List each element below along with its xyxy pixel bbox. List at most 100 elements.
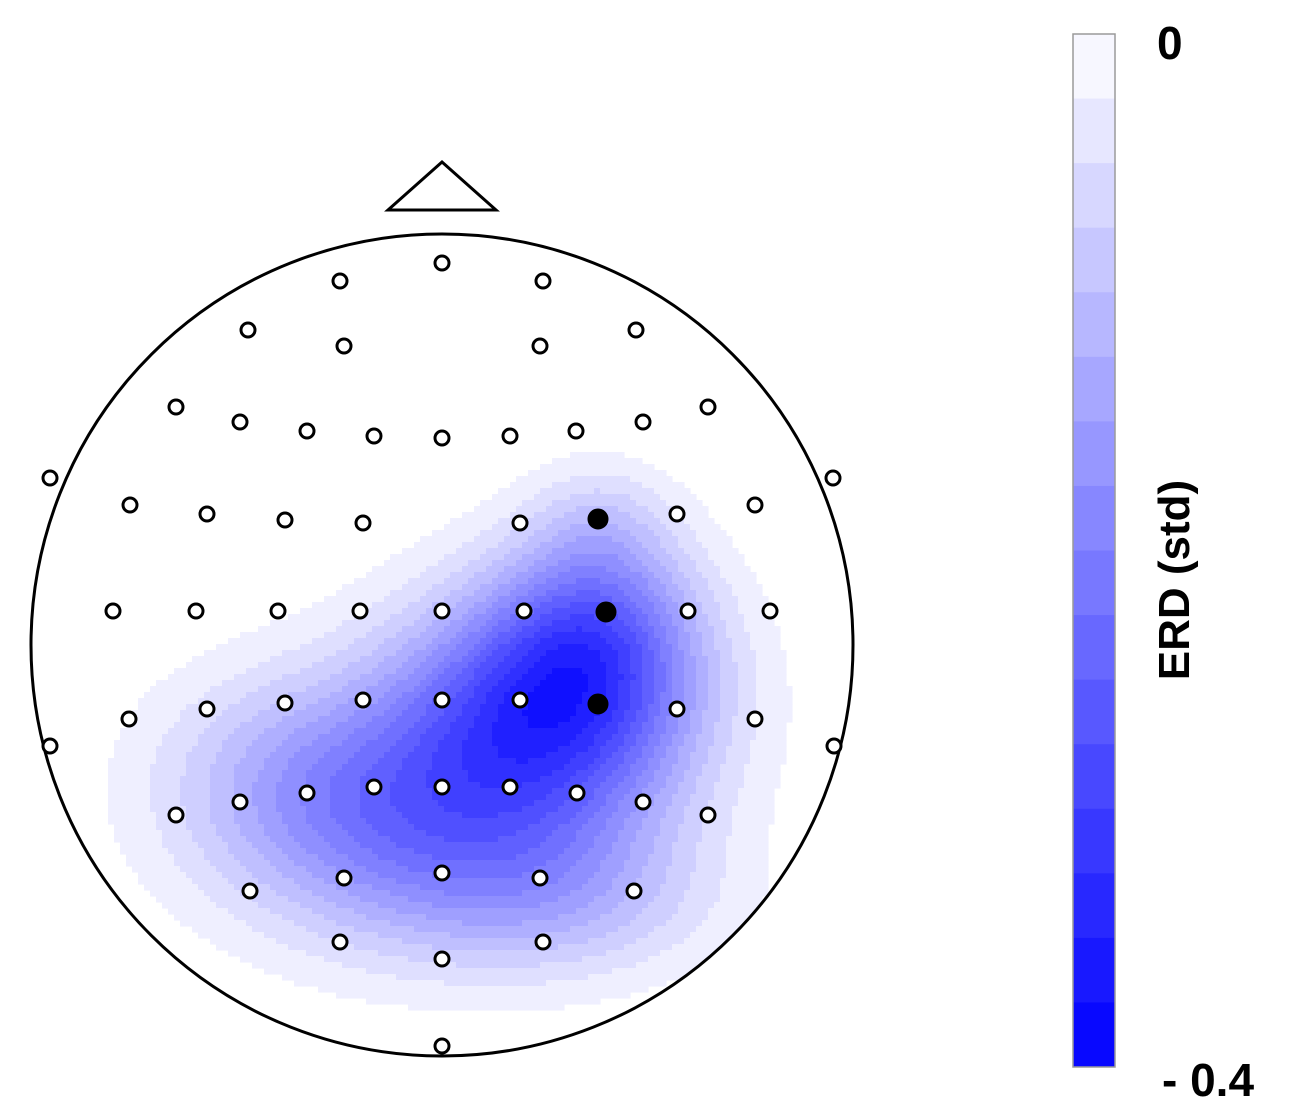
erd-cell [618, 686, 631, 693]
erd-cell [594, 716, 613, 723]
erd-cell [654, 842, 673, 849]
erd-cell [210, 800, 235, 807]
erd-cell [522, 710, 577, 717]
erd-cell [360, 842, 397, 849]
erd-cell [690, 632, 703, 639]
erd-cell [378, 854, 433, 861]
erd-cell [720, 566, 751, 573]
erd-cell [528, 566, 547, 573]
erd-cell [708, 548, 739, 555]
colorbar-segment [1073, 744, 1115, 810]
erd-cell [672, 692, 685, 699]
erd-cell [294, 752, 325, 759]
erd-cell [702, 920, 757, 927]
erd-cell [108, 800, 151, 807]
erd-cell [498, 608, 517, 615]
erd-cell [282, 716, 319, 723]
erd-cell [648, 782, 667, 789]
erd-cell [336, 704, 367, 711]
erd-cell [108, 776, 151, 783]
erd-cell [702, 608, 721, 615]
erd-cell [444, 596, 463, 603]
erd-cell [630, 530, 655, 537]
electrode-marker [433, 950, 451, 968]
erd-cell [450, 620, 469, 627]
erd-cell [600, 860, 625, 867]
erd-cell [444, 626, 463, 633]
erd-cell [726, 848, 769, 855]
erd-cell [258, 776, 283, 783]
erd-cell [702, 644, 715, 651]
erd-cell [276, 800, 301, 807]
erd-cell [612, 788, 631, 795]
erd-cell [132, 866, 181, 873]
erd-cell [606, 950, 661, 957]
erd-cell [612, 596, 631, 603]
erd-cell [636, 536, 661, 543]
erd-cell [354, 878, 397, 885]
erd-cell [204, 890, 241, 897]
erd-cell [732, 728, 757, 735]
erd-cell [600, 728, 619, 735]
erd-cell [678, 836, 703, 843]
erd-cell [528, 578, 547, 585]
erd-cell [648, 620, 661, 627]
erd-cell [594, 812, 613, 819]
erd-cell [474, 686, 493, 693]
erd-cell [210, 770, 235, 777]
erd-cell [630, 548, 649, 555]
erd-cell [150, 776, 181, 783]
erd-cell [432, 620, 451, 627]
erd-cell [672, 734, 685, 741]
erd-cell [426, 782, 481, 789]
erd-cell [132, 710, 181, 717]
erd-cell [198, 734, 229, 741]
erd-cell [462, 920, 523, 927]
erd-cell [660, 494, 697, 501]
erd-cell [678, 758, 691, 765]
erd-cell [672, 914, 709, 921]
erd-cell [618, 746, 631, 753]
erd-cell [336, 902, 379, 909]
erd-cell [732, 644, 751, 651]
erd-cell [192, 830, 217, 837]
erd-cell [684, 590, 697, 597]
erd-cell [600, 710, 613, 717]
erd-cell [498, 836, 547, 843]
erd-cell [666, 524, 691, 531]
erd-cell [306, 866, 337, 873]
erd-cell [702, 722, 715, 729]
erd-cell [540, 680, 589, 687]
erd-cell [618, 722, 631, 729]
erd-cell [378, 872, 433, 879]
erd-cell [708, 704, 721, 711]
erd-cell [696, 656, 709, 663]
erd-cell [708, 614, 721, 621]
erd-cell [282, 914, 325, 921]
erd-cell [552, 548, 631, 555]
erd-cell [672, 848, 697, 855]
erd-cell [306, 950, 379, 957]
erd-cell [702, 836, 727, 843]
erd-cell [600, 782, 619, 789]
erd-cell [696, 536, 733, 543]
erd-cell [366, 740, 397, 747]
colorbar-segment [1073, 679, 1115, 745]
erd-cell [390, 788, 433, 795]
erd-cell [420, 596, 445, 603]
erd-cell [570, 842, 595, 849]
erd-cell [234, 854, 265, 861]
erd-cell [534, 530, 559, 537]
erd-cell [516, 854, 559, 861]
erd-cell [360, 806, 397, 813]
erd-cell [246, 866, 277, 873]
erd-cell [558, 722, 589, 729]
erd-cell [636, 614, 649, 621]
erd-cell [528, 848, 565, 855]
erd-cell [252, 794, 277, 801]
erd-cell [432, 668, 445, 675]
erd-cell [420, 692, 439, 699]
erd-cell [312, 824, 343, 831]
erd-cell [630, 920, 667, 927]
erd-cell [600, 764, 619, 771]
